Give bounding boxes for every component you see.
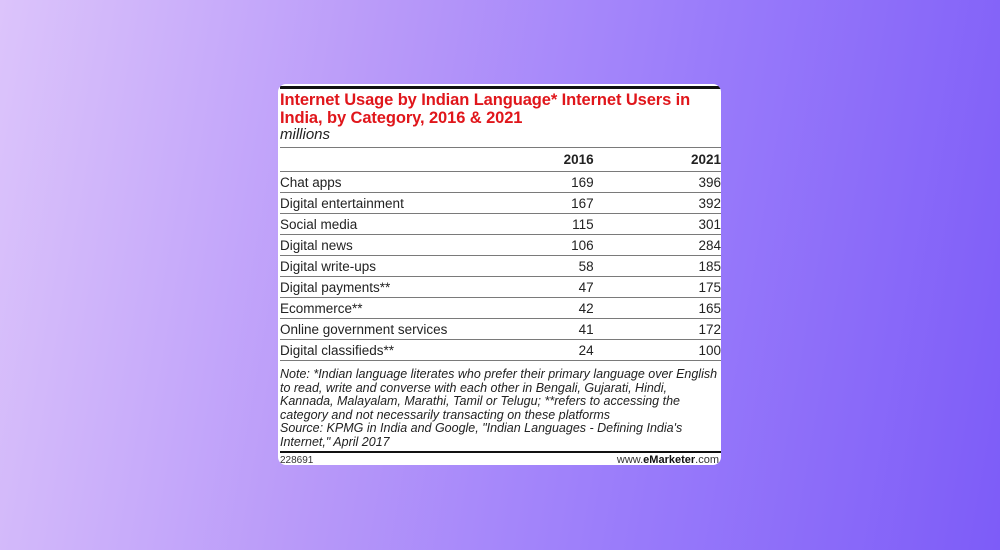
brand-prefix: www. xyxy=(616,454,644,465)
cell-2016: 24 xyxy=(509,339,596,361)
cell-2021: 175 xyxy=(595,276,721,298)
table-body: Chat apps 169 396 Digital entertainment 167 3… xyxy=(280,171,721,361)
table-row: Digital news 106 284 xyxy=(280,234,721,256)
cell-2016: 47 xyxy=(509,276,596,298)
cell-2021: 100 xyxy=(595,339,721,361)
cell-2021: 172 xyxy=(595,318,721,340)
cell-2016: 167 xyxy=(509,192,596,214)
chart-subtitle: millions xyxy=(280,126,331,143)
chart-card: Internet Usage by Indian Language* Inter… xyxy=(278,84,721,465)
source-note: Source: KPMG in India and Google, "India… xyxy=(280,421,683,449)
chart-title: Internet Usage by Indian Language* Inter… xyxy=(280,91,691,127)
header-2016: 2016 xyxy=(509,147,596,172)
cell-2021: 165 xyxy=(595,297,721,319)
cell-2021: 392 xyxy=(595,192,721,214)
table-row: Digital classifieds** 24 100 xyxy=(280,339,721,361)
row-label: Online government services xyxy=(280,318,509,340)
brand-suffix: .com xyxy=(695,454,719,465)
cell-2021: 185 xyxy=(595,255,721,277)
cell-2021: 301 xyxy=(595,213,721,235)
table-row: Digital write-ups 58 185 xyxy=(280,255,721,277)
table-row: Digital entertainment 167 392 xyxy=(280,192,721,214)
header-2021: 2021 xyxy=(595,147,721,172)
table-row: Ecommerce** 42 165 xyxy=(280,297,721,319)
chart-id: 228691 xyxy=(280,455,314,465)
cell-2016: 42 xyxy=(509,297,596,319)
row-label: Digital entertainment xyxy=(280,192,509,214)
brand-name: eMarketer xyxy=(643,454,696,465)
header-category xyxy=(280,147,509,172)
table-row: Online government services 41 172 xyxy=(280,318,721,340)
chart-content: Internet Usage by Indian Language* Inter… xyxy=(280,86,721,465)
footnote: Note: *Indian language literates who pre… xyxy=(280,367,718,422)
row-label: Ecommerce** xyxy=(280,297,509,319)
cell-2016: 58 xyxy=(509,255,596,277)
table-header-row: 2016 2021 xyxy=(280,147,721,172)
data-table: 2016 2021 Chat apps 169 396 Digital enterta… xyxy=(280,147,721,361)
row-label: Digital classifieds** xyxy=(280,339,509,361)
cell-2021: 396 xyxy=(595,171,721,193)
cell-2016: 169 xyxy=(509,171,596,193)
table-row: Digital payments** 47 175 xyxy=(280,276,721,298)
cell-2016: 41 xyxy=(509,318,596,340)
row-label: Digital write-ups xyxy=(280,255,509,277)
row-label: Chat apps xyxy=(280,171,509,193)
brand-logo: www.eMarketer.com xyxy=(617,454,719,465)
bottom-rule xyxy=(280,451,721,453)
note-block: Note: *Indian language literates who pre… xyxy=(280,367,721,449)
table-row: Chat apps 169 396 xyxy=(280,171,721,193)
row-label: Social media xyxy=(280,213,509,235)
row-label: Digital news xyxy=(280,234,509,256)
cell-2021: 284 xyxy=(595,234,721,256)
row-label: Digital payments** xyxy=(280,276,509,298)
table-row: Social media 115 301 xyxy=(280,213,721,235)
cell-2016: 106 xyxy=(509,234,596,256)
top-rule xyxy=(280,86,721,89)
cell-2016: 115 xyxy=(509,213,596,235)
